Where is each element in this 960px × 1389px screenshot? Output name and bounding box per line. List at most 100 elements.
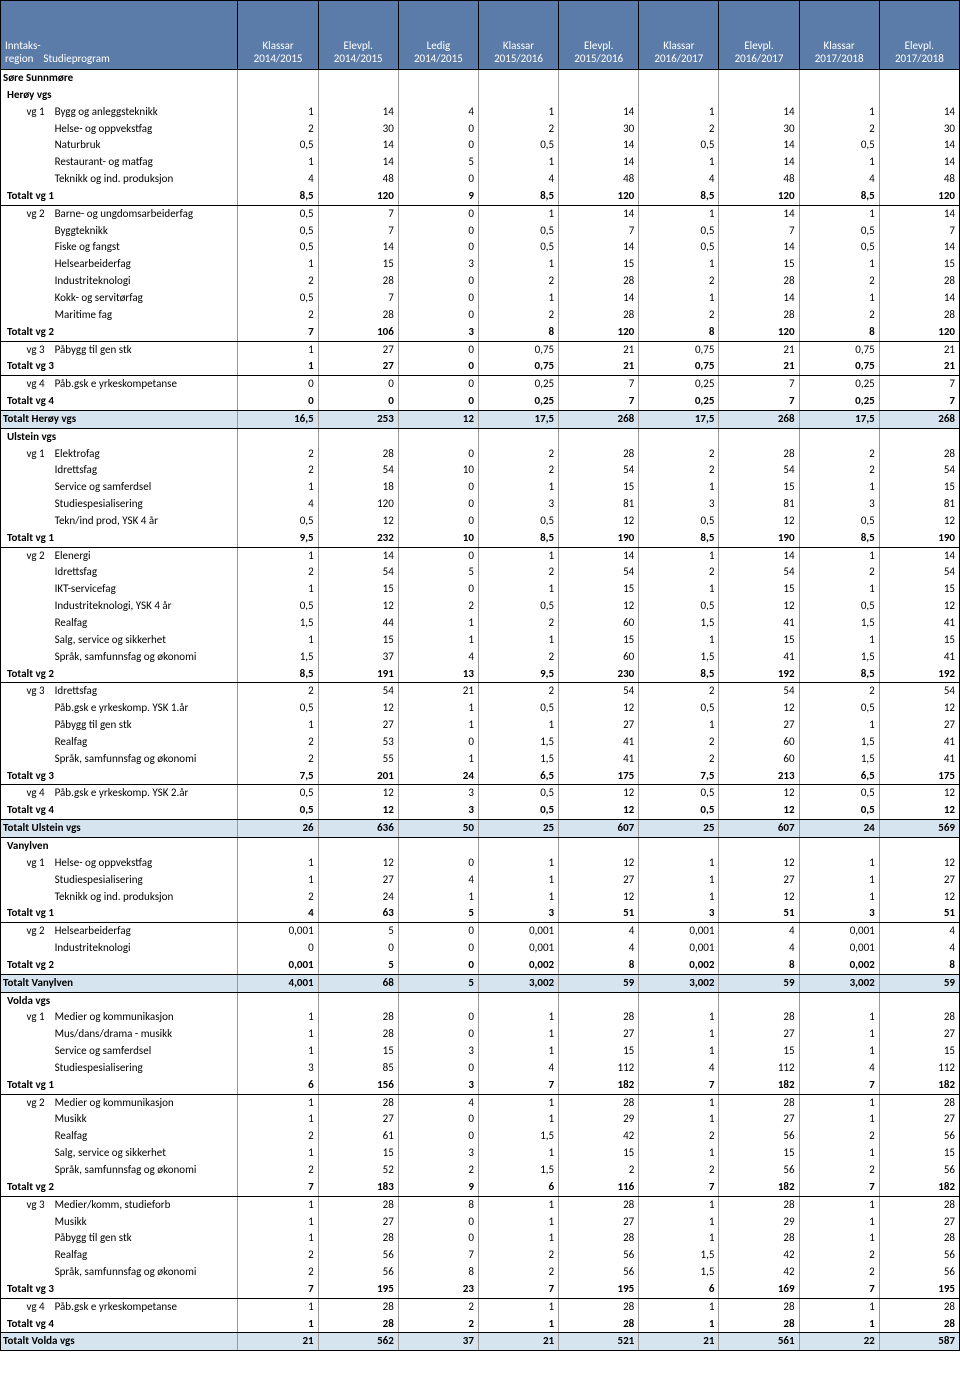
cell: 41 <box>879 734 959 751</box>
cell: 0,5 <box>238 802 318 819</box>
cell: 7 <box>238 1179 318 1196</box>
cell: 85 <box>318 1060 398 1077</box>
cell: 0,5 <box>639 239 719 256</box>
vg-label <box>23 700 53 717</box>
cell: 0 <box>398 1230 478 1247</box>
cell: 1 <box>478 855 558 872</box>
cell: 0,75 <box>478 358 558 375</box>
cell: 30 <box>879 121 959 138</box>
cell: 1 <box>639 1043 719 1060</box>
table-row: Totalt vg 20,001500,00280,00280,0028 <box>1 957 960 974</box>
cell: 1 <box>478 889 558 906</box>
program-label: Helsearbeiderfag <box>53 923 238 940</box>
program-label: Språk, samfunnsfag og økonomi <box>53 1162 238 1179</box>
cell: 51 <box>719 905 799 922</box>
cell: 15 <box>318 1043 398 1060</box>
program-label: Byggteknikk <box>53 223 238 240</box>
cell: 12 <box>318 785 398 802</box>
table-row: Realfag25301,5412601,541 <box>1 734 960 751</box>
cell: 12 <box>719 889 799 906</box>
cell: 3 <box>478 905 558 922</box>
program-label: Service og samferdsel <box>53 1043 238 1060</box>
cell: 2 <box>799 1128 879 1145</box>
program-label: Maritime fag <box>53 307 238 324</box>
cell: 21 <box>719 341 799 358</box>
cell: 6 <box>238 1077 318 1094</box>
cell: 14 <box>318 137 398 154</box>
cell: 14 <box>318 104 398 121</box>
cell: 28 <box>318 1230 398 1247</box>
cell: 0,5 <box>639 598 719 615</box>
cell: 56 <box>559 1264 639 1281</box>
cell: 1 <box>799 889 879 906</box>
table-row: Service og samferdsel1180115115115 <box>1 479 960 496</box>
cell: 1 <box>238 632 318 649</box>
cell: 182 <box>879 1077 959 1094</box>
vg-label <box>23 462 53 479</box>
cell: 1 <box>238 1111 318 1128</box>
program-label: Påb.gsk e yrkeskomp. YSK 1.år <box>53 700 238 717</box>
cell: 120 <box>559 324 639 341</box>
cell: 14 <box>719 239 799 256</box>
cell: 1 <box>639 855 719 872</box>
table-row: Salg, service og sikkerhet1151115115115 <box>1 632 960 649</box>
cell: 28 <box>879 273 959 290</box>
cell: 2 <box>238 1128 318 1145</box>
cell: 1 <box>639 154 719 171</box>
cell: 2 <box>478 273 558 290</box>
cell: 4 <box>879 923 959 940</box>
cell: 7,5 <box>639 768 719 785</box>
cell: 28 <box>879 1094 959 1111</box>
cell: 48 <box>719 171 799 188</box>
cell: 15 <box>318 1145 398 1162</box>
cell: 2 <box>238 121 318 138</box>
cell: 0,001 <box>639 923 719 940</box>
cell: 1 <box>238 358 318 375</box>
cell: 12 <box>559 513 639 530</box>
cell: 1,5 <box>478 734 558 751</box>
table-row: vg 2Medier og kommunikasjon1284128128128 <box>1 1094 960 1111</box>
cell: 56 <box>879 1162 959 1179</box>
table-row: vg 2Elenergi1140114114114 <box>1 547 960 564</box>
cell: 68 <box>318 974 398 992</box>
cell: 29 <box>719 1214 799 1231</box>
cell: 1 <box>398 632 478 649</box>
program-label: Påb.gsk e yrkeskompetanse <box>53 1298 238 1315</box>
cell: 1 <box>238 1214 318 1231</box>
vg-label: vg 1 <box>23 104 53 121</box>
cell: 7 <box>799 1077 879 1094</box>
cell: 1 <box>639 290 719 307</box>
cell: 5 <box>318 957 398 974</box>
cell: 2 <box>639 462 719 479</box>
cell: 28 <box>879 1196 959 1213</box>
cell: 156 <box>318 1077 398 1094</box>
cell: 0 <box>398 223 478 240</box>
cell: 21 <box>879 341 959 358</box>
header-region-program: Inntaks-region Studieprogram <box>1 1 238 70</box>
cell: 0,5 <box>639 223 719 240</box>
program-label: Realfag <box>53 1247 238 1264</box>
vg-label: vg 1 <box>23 1009 53 1026</box>
cell: 7 <box>318 205 398 222</box>
cell: 7 <box>559 393 639 410</box>
cell: 14 <box>719 104 799 121</box>
cell: 15 <box>719 479 799 496</box>
cell: 0,001 <box>799 923 879 940</box>
cell: 41 <box>719 615 799 632</box>
cell: 21 <box>879 358 959 375</box>
vg-label <box>23 632 53 649</box>
vg-label <box>23 256 53 273</box>
vg-label <box>23 121 53 138</box>
cell: 3 <box>478 496 558 513</box>
cell: 1 <box>799 855 879 872</box>
cell: 190 <box>879 530 959 547</box>
cell: 27 <box>719 1111 799 1128</box>
cell: 7 <box>238 324 318 341</box>
cell: 12 <box>719 513 799 530</box>
table-row: Realfag26101,542256256 <box>1 1128 960 1145</box>
cell: 1,5 <box>639 615 719 632</box>
cell: 3 <box>398 1043 478 1060</box>
cell: 1 <box>238 1009 318 1026</box>
vg-label: vg 3 <box>23 1196 53 1213</box>
cell: 4 <box>719 940 799 957</box>
